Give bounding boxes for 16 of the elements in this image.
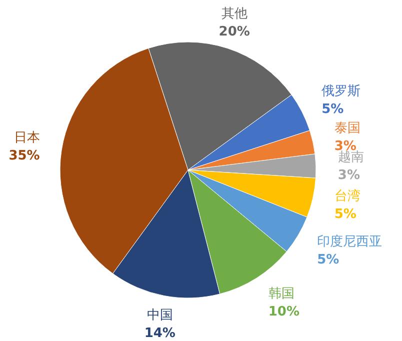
data-label: 10% xyxy=(268,304,300,320)
slice-label: 韩国 xyxy=(268,286,294,302)
data-label: 35% xyxy=(8,148,40,164)
data-label: 5% xyxy=(322,102,344,118)
slice-label: 日本 xyxy=(14,130,40,146)
slice-label: 台湾 xyxy=(334,188,360,204)
slice-label: 泰国 xyxy=(334,120,360,136)
data-label: 5% xyxy=(334,207,356,222)
data-label: 5% xyxy=(317,252,340,268)
slice-label: 其他 xyxy=(221,6,248,22)
data-label: 20% xyxy=(218,24,250,40)
data-label: 14% xyxy=(144,326,176,341)
data-label: 3% xyxy=(338,168,360,184)
slice-label: 印度尼西亚 xyxy=(317,233,382,250)
slice-label: 俄罗斯 xyxy=(322,84,361,100)
slice-label: 中国 xyxy=(146,308,173,324)
